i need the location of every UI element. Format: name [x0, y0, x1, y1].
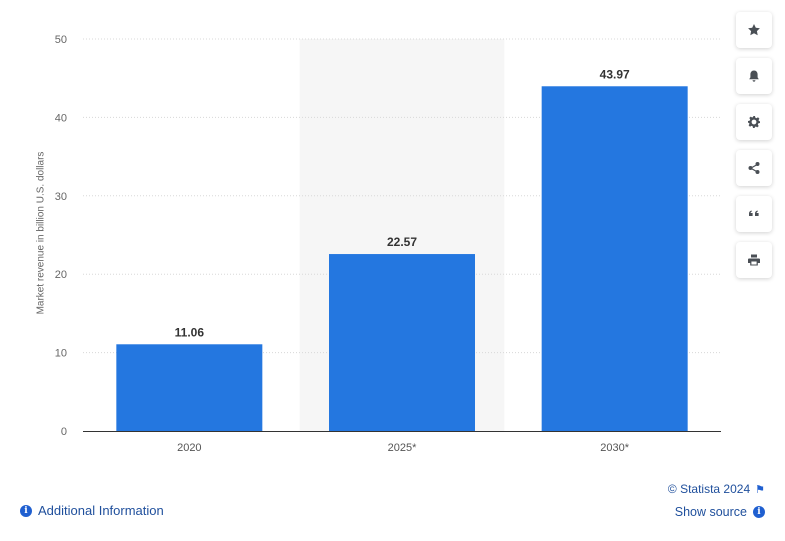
quote-icon [749, 210, 759, 216]
star-icon [748, 24, 760, 36]
info-icon: i [20, 504, 32, 517]
x-tick-label: 2020 [177, 442, 201, 454]
bar [116, 344, 263, 431]
share-button[interactable] [736, 150, 772, 186]
settings-button[interactable] [736, 104, 772, 140]
data-label: 43.97 [600, 67, 630, 81]
x-tick-label: 2030* [600, 442, 629, 454]
y-tick-label: 20 [55, 269, 67, 281]
info-icon: i [753, 506, 765, 518]
bar [541, 86, 688, 431]
y-axis-title: Market revenue in billion U.S. dollars [35, 151, 47, 315]
y-tick-label: 50 [55, 34, 67, 46]
flag-icon: ⚑ [755, 483, 765, 496]
data-label: 11.06 [175, 325, 205, 339]
share-icon [748, 162, 760, 174]
additional-information-label: Additional Information [38, 503, 164, 518]
show-source-label: Show source [674, 505, 747, 519]
data-label: 22.57 [387, 235, 417, 249]
y-tick-label: 0 [61, 426, 67, 438]
cite-button[interactable] [736, 196, 772, 232]
additional-information-link[interactable]: i Additional Information [20, 503, 164, 518]
chart-toolbar [736, 12, 776, 288]
credit-label: © Statista 2024 [667, 482, 751, 496]
notification-button[interactable] [736, 58, 772, 94]
print-icon [748, 254, 760, 266]
print-button[interactable] [736, 242, 772, 278]
statista-credit-link[interactable]: © Statista 2024 ⚑ [668, 482, 765, 496]
x-tick-label: 2025* [388, 442, 417, 454]
show-source-link[interactable]: Show source i [675, 505, 765, 519]
favorite-button[interactable] [736, 12, 772, 48]
gear-icon [748, 116, 760, 128]
bell-icon [749, 70, 759, 82]
y-tick-label: 30 [55, 191, 67, 203]
y-tick-label: 40 [55, 112, 67, 124]
bar [329, 254, 475, 431]
bar-chart: 0 10 20 30 40 50 11.06 2020 22.57 2025* 43.97 2030* [55, 34, 721, 454]
y-tick-label: 10 [55, 348, 67, 360]
